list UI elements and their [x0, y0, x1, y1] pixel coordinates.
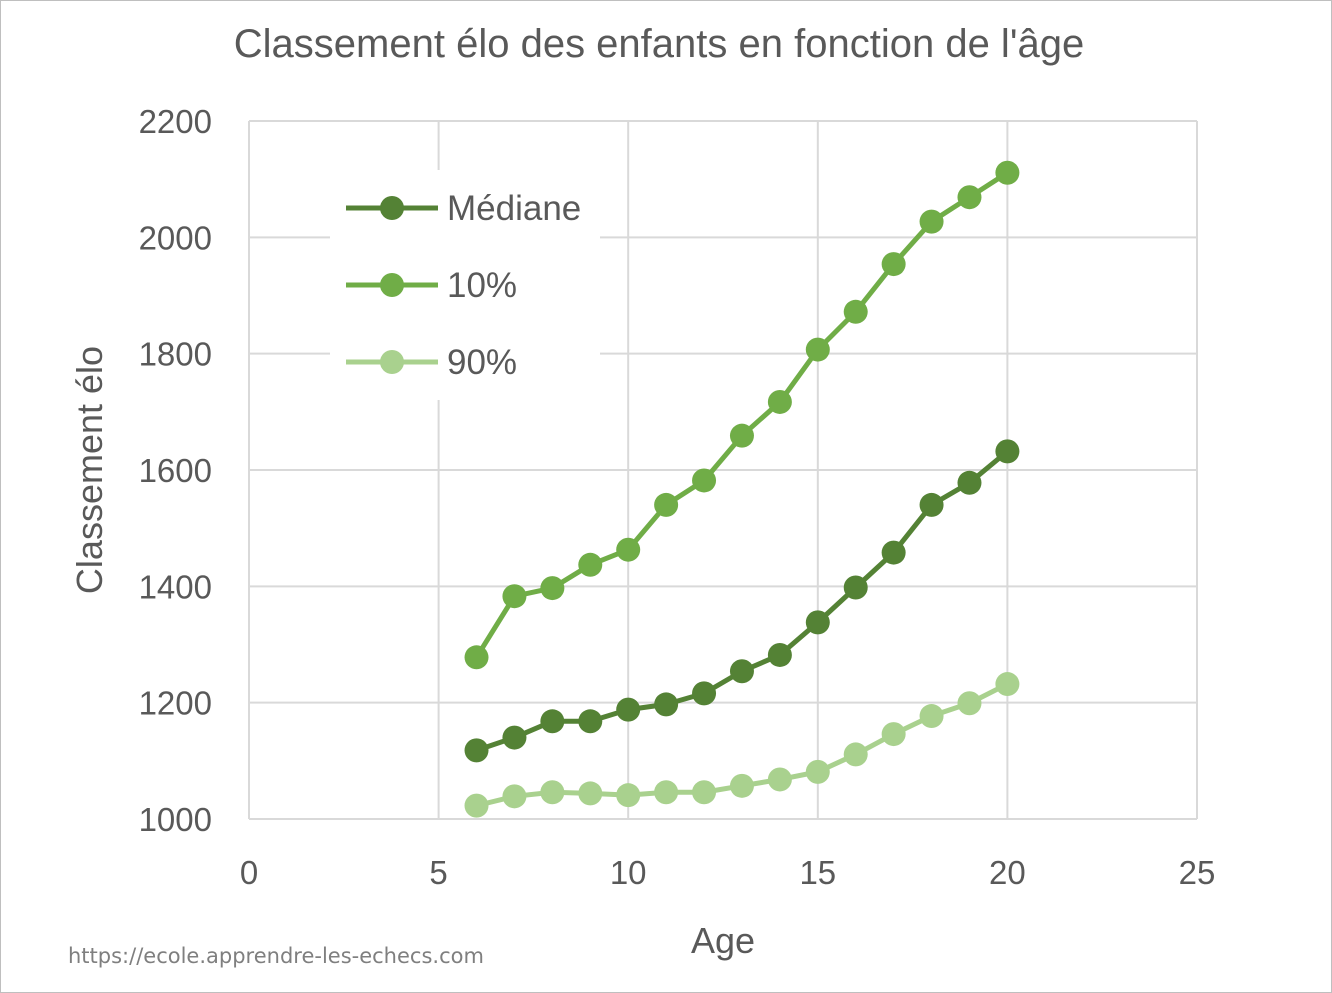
x-tick-label: 0 — [240, 854, 258, 891]
legend: Médiane 10% 90% — [330, 170, 600, 400]
data-point — [692, 468, 717, 493]
data-point — [767, 767, 792, 792]
y-axis-title: Classement élo — [69, 346, 110, 594]
legend-swatch-marker — [380, 273, 404, 297]
y-tick-label: 2200 — [139, 103, 212, 140]
data-point — [995, 160, 1020, 185]
data-point — [502, 584, 527, 609]
data-point — [540, 576, 565, 601]
data-point — [919, 209, 944, 234]
data-point — [654, 692, 679, 717]
data-point — [843, 742, 868, 767]
data-point — [464, 645, 489, 670]
data-point — [957, 185, 982, 210]
data-point — [805, 759, 830, 784]
data-point — [805, 337, 830, 362]
x-tick-label: 10 — [610, 854, 647, 891]
y-axis-ticks: 1000 1200 1400 1600 1800 2000 2200 — [139, 103, 212, 838]
data-point — [729, 659, 754, 684]
data-point — [540, 709, 565, 734]
data-point — [995, 672, 1020, 697]
legend-label: Médiane — [447, 189, 581, 228]
data-point — [654, 780, 679, 805]
data-point — [464, 793, 489, 818]
data-point — [919, 492, 944, 517]
data-point — [692, 780, 717, 805]
y-tick-label: 1200 — [139, 685, 212, 722]
legend-label: 90% — [447, 343, 517, 382]
legend-swatch-marker — [380, 196, 404, 220]
data-point — [578, 781, 603, 806]
data-point — [654, 492, 679, 517]
data-point — [464, 738, 489, 763]
x-axis-title: Age — [691, 920, 755, 961]
data-point — [767, 389, 792, 414]
series-2 — [464, 160, 1020, 670]
data-point — [692, 681, 717, 706]
x-tick-label: 20 — [989, 854, 1026, 891]
legend-swatch-marker — [380, 350, 404, 374]
legend-label: 10% — [447, 266, 517, 305]
series-group — [464, 160, 1020, 818]
series-3 — [464, 672, 1020, 818]
data-point — [843, 575, 868, 600]
source-url: https://ecole.apprendre-les-echecs.com — [68, 944, 484, 968]
x-tick-label: 15 — [799, 854, 836, 891]
data-point — [957, 470, 982, 495]
data-point — [881, 252, 906, 277]
data-point — [616, 697, 641, 722]
data-point — [729, 773, 754, 798]
data-point — [729, 423, 754, 448]
chart-title: Classement élo des enfants en fonction d… — [233, 22, 1085, 66]
y-tick-label: 1000 — [139, 801, 212, 838]
series-1 — [464, 439, 1020, 763]
data-point — [578, 552, 603, 577]
data-point — [957, 691, 982, 716]
data-point — [616, 537, 641, 562]
data-point — [881, 722, 906, 747]
y-tick-label: 2000 — [139, 219, 212, 256]
y-tick-label: 1600 — [139, 452, 212, 489]
x-tick-label: 25 — [1179, 854, 1216, 891]
x-tick-label: 5 — [429, 854, 447, 891]
data-point — [502, 725, 527, 750]
data-point — [881, 540, 906, 565]
data-point — [843, 299, 868, 324]
data-point — [616, 783, 641, 808]
data-point — [995, 439, 1020, 464]
y-tick-label: 1800 — [139, 336, 212, 373]
data-point — [919, 704, 944, 729]
data-point — [805, 610, 830, 635]
data-point — [540, 780, 565, 805]
data-point — [578, 709, 603, 734]
data-point — [767, 642, 792, 667]
data-point — [502, 784, 527, 809]
x-axis-ticks: 0 5 10 15 20 25 — [240, 854, 1216, 891]
y-tick-label: 1400 — [139, 568, 212, 605]
